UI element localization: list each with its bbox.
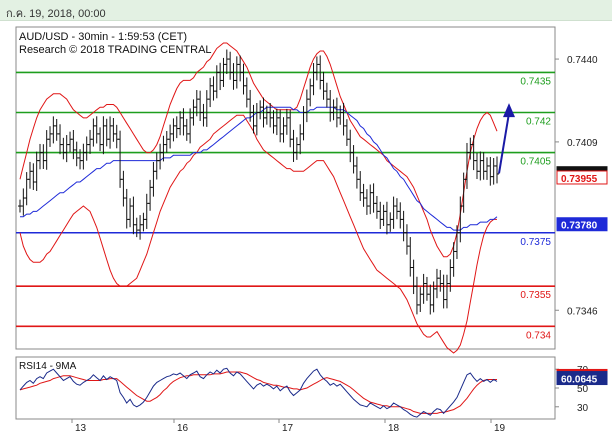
rsi-panel bbox=[15, 356, 556, 420]
level-label-4: 0.7355 bbox=[520, 290, 551, 301]
levels-layer: 0.7435 0.742 0.7405 0.7375 0.7355 0.734 bbox=[16, 71, 555, 341]
price-y-tick-label-2: 0.7346 bbox=[567, 306, 598, 317]
rsi-tag-label: 60.0645 bbox=[561, 375, 598, 386]
projection-arrow-layer bbox=[498, 103, 515, 174]
price-tag-2: 0.73780 bbox=[556, 217, 608, 232]
x-tick-label-4: 19 bbox=[494, 423, 506, 434]
x-tick-label-2: 17 bbox=[282, 423, 294, 434]
date-label: ก.ค. 19, 2018, 00:00 bbox=[6, 8, 106, 20]
price-tag-label: 0.73780 bbox=[561, 221, 598, 232]
chart-title: AUD/USD - 30min - 1:59:53 (CET) bbox=[19, 31, 187, 43]
rsi-layer bbox=[19, 367, 498, 418]
level-label-3: 0.7375 bbox=[520, 237, 551, 248]
level-label-0: 0.7435 bbox=[520, 76, 551, 87]
level-label-2: 0.7405 bbox=[520, 157, 551, 168]
price-tag-label: 0.73955 bbox=[561, 174, 598, 185]
x-tick-label-3: 18 bbox=[388, 423, 400, 434]
rsi-title: RSI14 - 9MA bbox=[19, 361, 77, 372]
price-panel bbox=[15, 26, 556, 350]
x-tick-label-1: 16 bbox=[177, 423, 189, 434]
date-bar: ก.ค. 19, 2018, 00:00 bbox=[0, 0, 612, 21]
projection-arrow-head bbox=[503, 103, 515, 118]
projection-arrow-shaft bbox=[498, 112, 510, 174]
rsi-line bbox=[19, 367, 498, 418]
bollinger-lower-line bbox=[19, 114, 497, 354]
level-label-5: 0.734 bbox=[526, 330, 551, 341]
rsi-tag-1: 60.0645 bbox=[556, 371, 608, 386]
rsi-y-tick-label-1: 50 bbox=[577, 384, 589, 395]
x-tick-label-0: 13 bbox=[75, 423, 87, 434]
price-bar bbox=[495, 156, 499, 184]
level-label-1: 0.742 bbox=[526, 117, 551, 128]
price-tag-box bbox=[556, 217, 608, 232]
rsi-y-tick-label-2: 30 bbox=[577, 403, 589, 414]
price-y-tick-label-1: 0.7409 bbox=[567, 138, 598, 149]
chart-subtitle: Research © 2018 TRADING CENTRAL bbox=[19, 44, 212, 56]
rsi-tag-box bbox=[556, 371, 608, 386]
bars-layer bbox=[18, 49, 499, 315]
bollinger-upper-line bbox=[19, 42, 498, 258]
price-y-tick-label-0: 0.7440 bbox=[567, 55, 598, 66]
price-tag-box bbox=[556, 170, 608, 185]
price-tag-1: 0.73955 bbox=[556, 170, 608, 185]
